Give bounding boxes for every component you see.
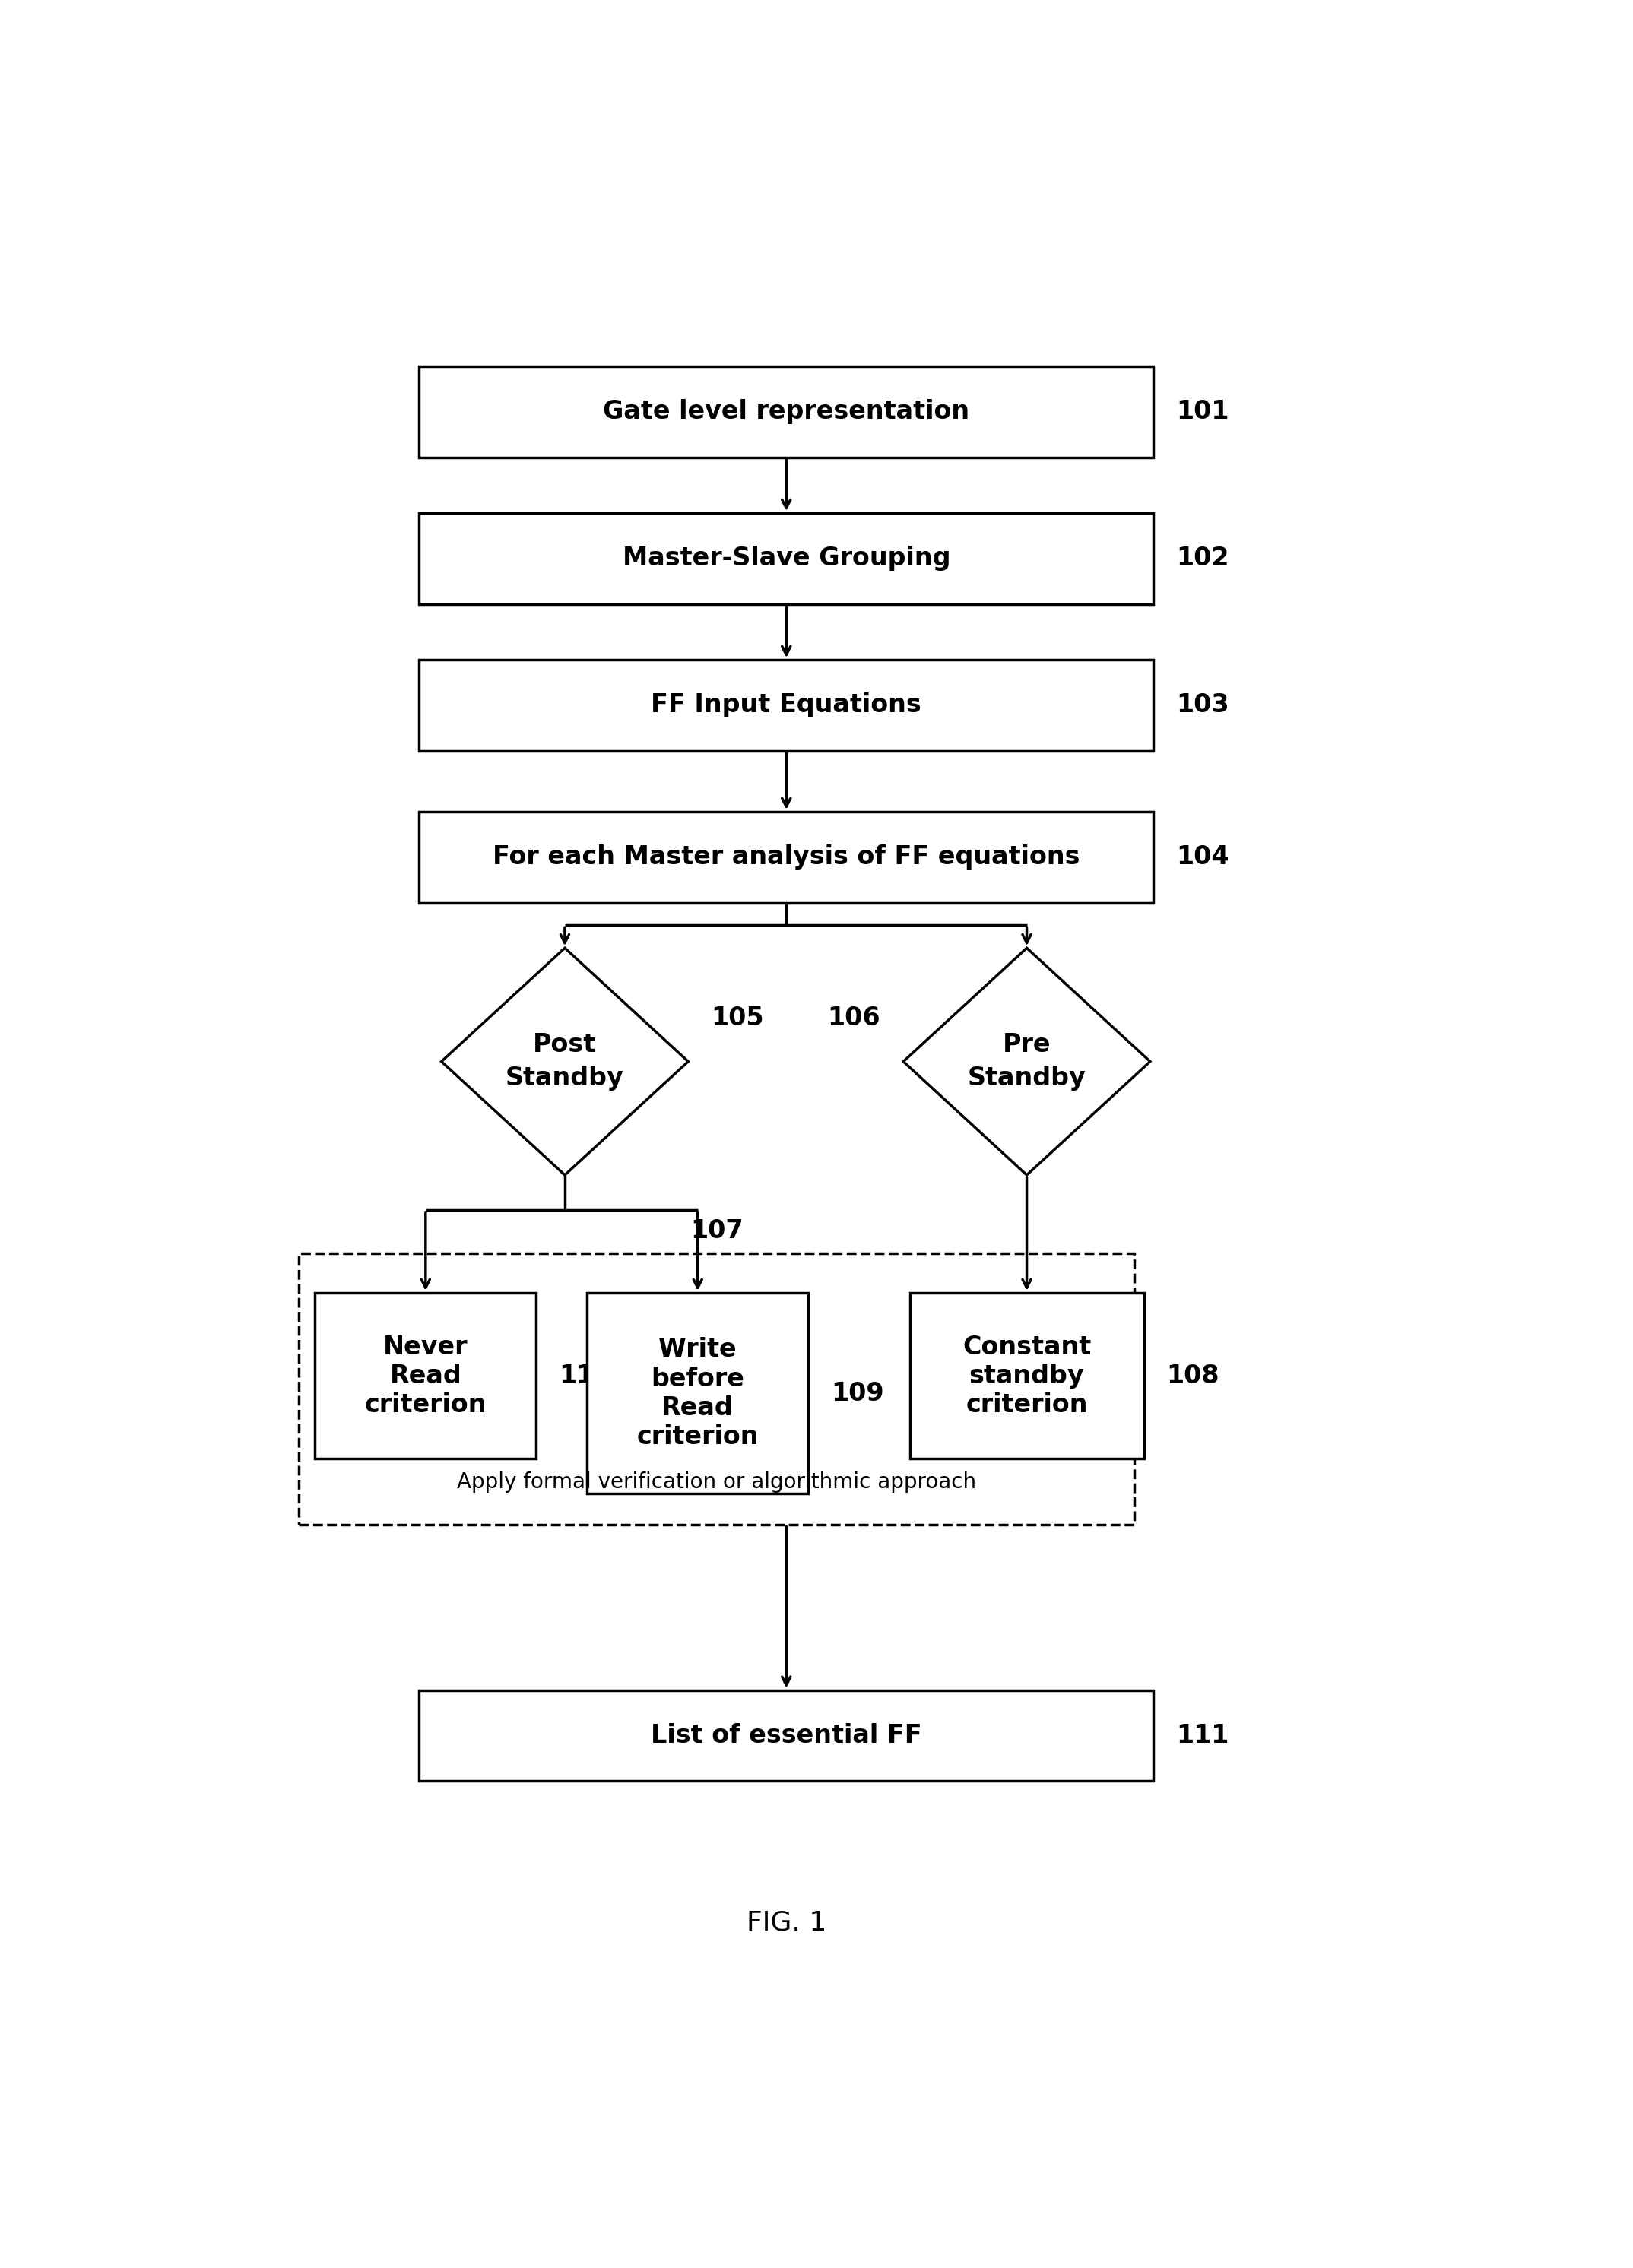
Polygon shape <box>441 948 687 1175</box>
Bar <box>420 1690 1153 1780</box>
Text: For each Master analysis of FF equations: For each Master analysis of FF equations <box>493 844 1079 869</box>
Text: 103: 103 <box>1176 692 1230 717</box>
Text: Master-Slave Grouping: Master-Slave Grouping <box>622 547 950 572</box>
Text: 106: 106 <box>828 1005 880 1030</box>
Text: Write
before
Read
criterion: Write before Read criterion <box>637 1338 759 1449</box>
Text: FF Input Equations: FF Input Equations <box>652 692 921 717</box>
Text: FIG. 1: FIG. 1 <box>746 1910 826 1935</box>
Bar <box>299 1254 1135 1524</box>
Text: 105: 105 <box>710 1005 764 1030</box>
Text: Apply formal verification or algorithmic approach: Apply formal verification or algorithmic… <box>457 1472 977 1492</box>
Text: 109: 109 <box>831 1381 883 1406</box>
Text: 108: 108 <box>1166 1363 1220 1388</box>
Text: Never
Read
criterion: Never Read criterion <box>364 1334 487 1418</box>
Bar <box>586 1293 808 1495</box>
Text: 110: 110 <box>558 1363 612 1388</box>
Text: Post
Standby: Post Standby <box>506 1032 624 1091</box>
Text: 111: 111 <box>1176 1724 1228 1749</box>
Bar <box>420 367 1153 458</box>
Text: List of essential FF: List of essential FF <box>650 1724 923 1749</box>
Text: 107: 107 <box>691 1218 743 1243</box>
Polygon shape <box>903 948 1150 1175</box>
Text: Pre
Standby: Pre Standby <box>967 1032 1086 1091</box>
Bar <box>315 1293 536 1458</box>
Text: Constant
standby
criterion: Constant standby criterion <box>962 1334 1091 1418</box>
Text: Gate level representation: Gate level representation <box>603 399 970 424</box>
Bar <box>420 812 1153 903</box>
Bar <box>420 513 1153 603</box>
Bar <box>420 660 1153 751</box>
Text: 104: 104 <box>1176 844 1230 869</box>
Bar <box>910 1293 1143 1458</box>
Text: 101: 101 <box>1176 399 1230 424</box>
Text: 102: 102 <box>1176 547 1230 572</box>
